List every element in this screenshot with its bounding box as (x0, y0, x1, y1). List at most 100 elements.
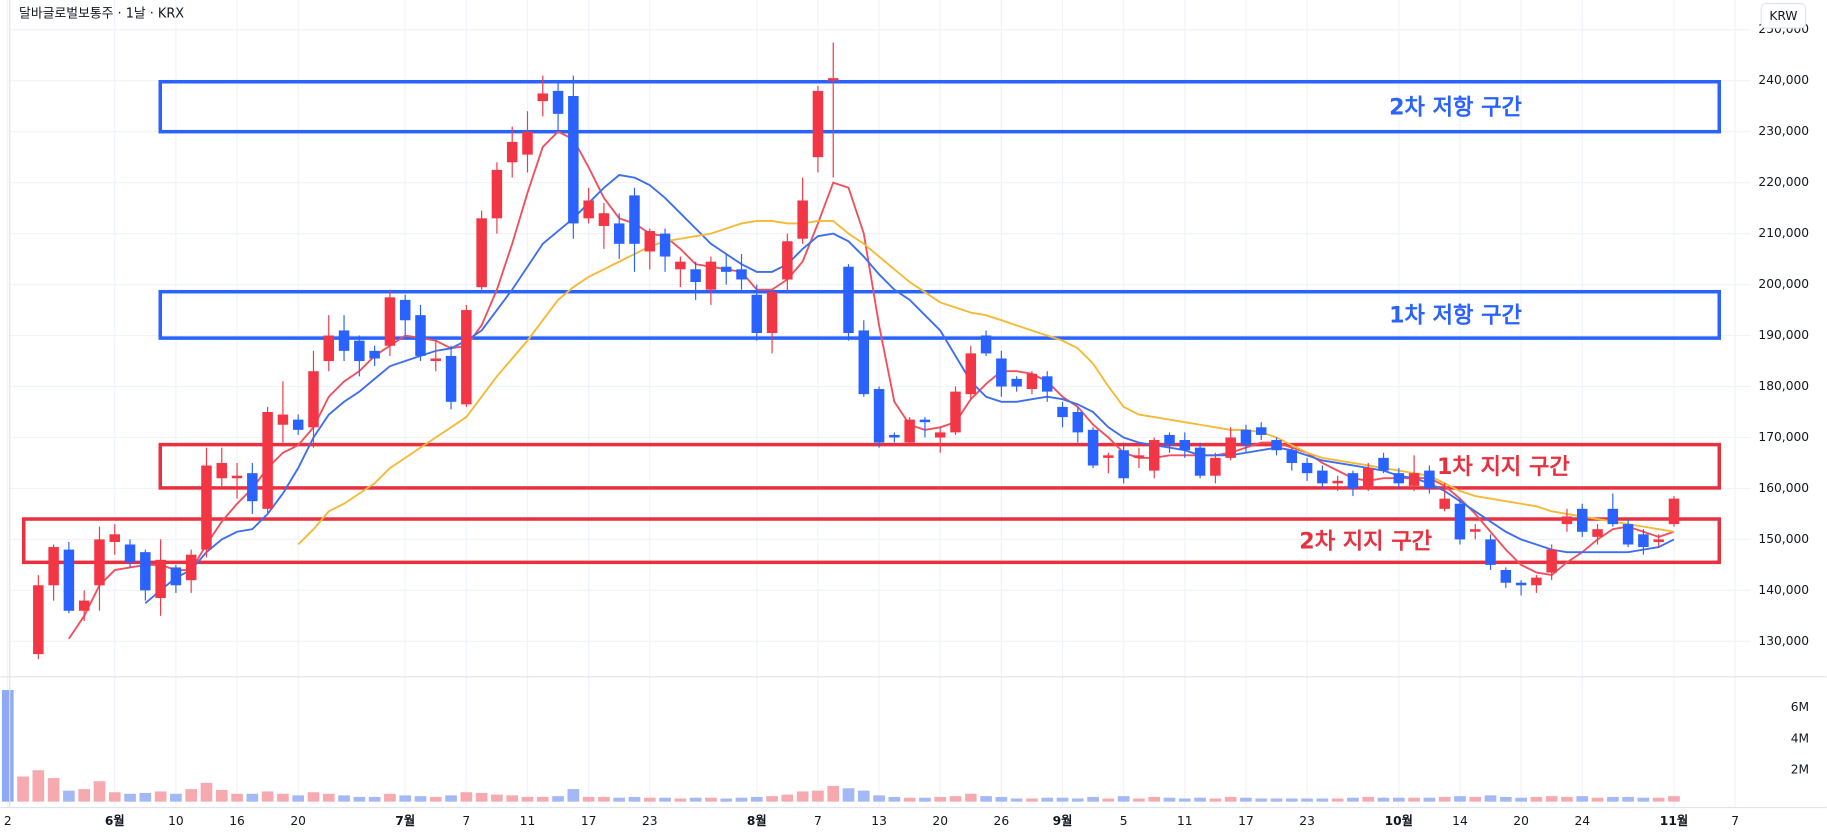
x-tick-label: 11 (520, 814, 536, 828)
candle-body (1424, 470, 1435, 489)
currency-label[interactable]: KRW (1769, 9, 1797, 23)
volume-bar (1148, 796, 1161, 802)
volume-bar (1484, 795, 1497, 802)
candle-body (766, 292, 778, 333)
candle-body (185, 554, 197, 581)
volume-bar (643, 797, 656, 802)
volume-bar (598, 796, 610, 802)
candle-body (980, 335, 992, 354)
candle-body (1225, 437, 1236, 458)
volume-bar (1163, 797, 1176, 802)
y-tick-label: 150,000 (1758, 532, 1809, 546)
x-tick-label: 23 (1299, 814, 1315, 828)
candle-body (170, 567, 182, 586)
volume-bar (995, 796, 1008, 802)
candle-body (1148, 440, 1160, 471)
candle-body (736, 269, 747, 280)
x-tick-label: 2 (4, 814, 12, 828)
volume-bar (460, 792, 473, 802)
candle-body (1638, 534, 1649, 548)
volume-bar (47, 778, 60, 802)
candle-body (384, 297, 396, 346)
candle-body (1286, 450, 1298, 463)
candle-body (1210, 457, 1221, 476)
volume-bar (1224, 796, 1237, 802)
x-tick-label: 11월 (1660, 813, 1688, 828)
volume-bar (1606, 796, 1619, 802)
y-tick-label: 140,000 (1758, 583, 1809, 597)
volume-bar (1209, 798, 1222, 802)
candle-body (292, 419, 304, 430)
candle-body (48, 547, 59, 586)
x-tick-label: 20 (1513, 814, 1529, 828)
candle-body (1439, 498, 1450, 509)
volume-bar (429, 796, 442, 802)
candle-body (782, 241, 793, 280)
x-tick-label: 7월 (395, 813, 415, 828)
candle-body (1255, 427, 1267, 435)
volume-bar (506, 795, 519, 802)
volume-bar (980, 796, 992, 802)
volume-bar (261, 791, 274, 802)
currency-button[interactable] (1760, 2, 1807, 29)
volume-bar (353, 796, 366, 802)
volume-bar (567, 789, 580, 802)
x-tick-label: 10 (168, 814, 184, 828)
plot-area: 2차 저항 구간 1차 저항 구간 1차 지지 구간 2차 지지 구간 (1, 42, 1721, 802)
x-tick-label: 11 (1177, 814, 1193, 828)
candle-body (1194, 447, 1206, 476)
candle-body (338, 330, 350, 351)
volume-bar (766, 796, 778, 802)
candle-body (812, 90, 824, 158)
candle-body (690, 269, 701, 283)
candle-body (675, 261, 686, 270)
candle-body (1561, 516, 1573, 525)
candle-body (277, 414, 289, 425)
x-tick-label: 20 (932, 814, 948, 828)
candle-body (308, 371, 319, 428)
candle-body (537, 93, 549, 102)
y-tick-label: 200,000 (1758, 277, 1809, 291)
volume-tick-label: 4M (1791, 731, 1809, 745)
volume-bar (1285, 798, 1298, 802)
zone-label: 2차 저항 구간 (1389, 94, 1522, 120)
volume-bar (827, 785, 840, 802)
zone-label: 2차 지지 구간 (1299, 528, 1432, 554)
volume-bar (1530, 796, 1543, 802)
candle-body (1271, 440, 1282, 451)
volume-bar (674, 798, 687, 802)
volume-bar (78, 789, 91, 802)
y-tick-label: 180,000 (1758, 379, 1809, 393)
volume-bar (1087, 796, 1099, 802)
candle-body (827, 78, 839, 81)
candle-body (445, 355, 457, 402)
volume-bar (1622, 796, 1634, 802)
moving-average-line (68, 130, 1675, 640)
volume-bar (1454, 796, 1466, 802)
candle-body (1500, 569, 1512, 583)
y-tick-label: 210,000 (1758, 226, 1809, 240)
candle-body (1393, 473, 1405, 484)
candle-body (1240, 429, 1252, 446)
moving-average-line (297, 219, 1675, 546)
volume-bar (399, 795, 412, 802)
candle-body (109, 534, 121, 542)
candle-body (583, 200, 594, 219)
y-tick-label: 240,000 (1758, 73, 1809, 87)
volume-bar (246, 793, 259, 802)
candle-body (369, 350, 380, 359)
candle-body (613, 223, 625, 244)
x-tick-label: 7 (1731, 814, 1739, 828)
volume-bar (857, 790, 870, 802)
volume-bar (1362, 796, 1375, 802)
volume-bar (888, 796, 901, 802)
volume-bar (338, 795, 350, 802)
candle-body (461, 310, 472, 405)
candle-body (1668, 498, 1680, 525)
x-tick-label: 5 (1120, 814, 1128, 828)
volume-bar (1652, 797, 1665, 802)
candle-body (797, 200, 808, 239)
volume-bar (124, 793, 136, 802)
volume-bar (689, 797, 702, 802)
